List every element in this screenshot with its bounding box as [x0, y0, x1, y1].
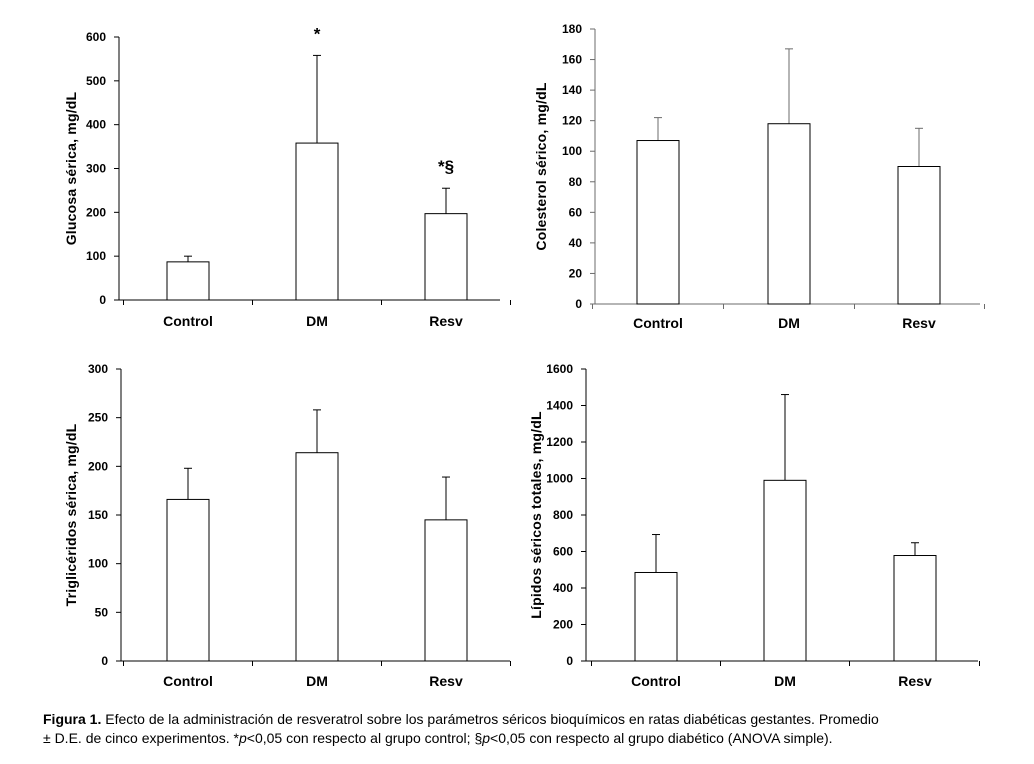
x-category-label: DM — [778, 315, 800, 331]
bar — [763, 479, 807, 662]
y-tick-label: 1400 — [546, 399, 573, 413]
y-axis-title: Lípidos séricos totales, mg/dL — [528, 411, 544, 619]
lipidos-plot-group: 0 200 400 600 800 1000 1200 1400 1600 Control DM Re… — [528, 362, 980, 689]
y-axis-title: Glucosa sérica, mg/dL — [63, 91, 79, 245]
y-tick-label: 0 — [101, 654, 108, 668]
trigliceridos-plot-group: 0 50 100 150 200 250 300 Control DM Resv Triglicér… — [63, 362, 511, 689]
significance-marker: *§ — [438, 157, 454, 176]
y-tick-label: 0 — [566, 654, 573, 668]
y-tick-label: 1000 — [546, 472, 573, 486]
y-tick-label: 250 — [88, 411, 108, 425]
y-tick-label: 100 — [88, 557, 108, 571]
y-tick-label: 300 — [86, 162, 106, 176]
x-category-label: DM — [306, 673, 328, 689]
caption-line2-c: <0,05 con respecto al grupo diabético (A… — [490, 730, 833, 746]
bar — [166, 498, 210, 662]
y-axis-title: Colesterol sérico, mg/dL — [533, 82, 549, 250]
y-tick-label: 180 — [562, 22, 582, 36]
y-tick-label: 40 — [569, 236, 583, 250]
y-tick-label: 100 — [86, 249, 106, 263]
bar — [893, 555, 937, 662]
y-tick-label: 50 — [95, 605, 109, 619]
bar — [424, 519, 468, 662]
caption-line2-b: <0,05 con respecto al grupo control; § — [246, 730, 483, 746]
y-tick-label: 600 — [86, 30, 106, 44]
x-category-label: Resv — [898, 673, 932, 689]
y-tick-label: 0 — [99, 293, 106, 307]
x-category-label: Control — [163, 313, 213, 329]
caption-p-symbol-1: p — [239, 730, 247, 746]
y-tick-label: 1600 — [546, 362, 573, 376]
bar — [634, 571, 678, 662]
y-tick-label: 80 — [569, 175, 583, 189]
y-tick-label: 160 — [562, 53, 582, 67]
glucosa-plot-group: 0 100 200 300 400 500 600 Control DM * Resv *§ Gluco… — [63, 24, 511, 329]
y-tick-label: 120 — [562, 114, 582, 128]
chart-colesterol: 0 20 40 60 80 100 120 140 160 180 Control DM Resv Col… — [517, 0, 1034, 345]
x-category-label: Resv — [902, 315, 936, 331]
colesterol-plot-group: 0 20 40 60 80 100 120 140 160 180 Control DM Resv Col… — [533, 22, 985, 331]
x-category-label: Resv — [429, 313, 463, 329]
caption-line2-a: ± D.E. de cinco experimentos. * — [43, 730, 239, 746]
chart-glucosa-svg: 0 100 200 300 400 500 600 Control DM * Resv *§ Gluco… — [63, 24, 511, 329]
chart-trigliceridos: 0 50 100 150 200 250 300 Control DM Resv Triglicér… — [0, 345, 517, 700]
bar — [295, 142, 339, 301]
y-tick-label: 300 — [88, 362, 108, 376]
y-tick-label: 500 — [86, 74, 106, 88]
bar — [636, 140, 680, 305]
figure-caption: Figura 1. Efecto de la administración de… — [43, 710, 1013, 748]
y-tick-label: 1200 — [546, 435, 573, 449]
y-tick-label: 200 — [553, 618, 573, 632]
chart-trigliceridos-svg: 0 50 100 150 200 250 300 Control DM Resv Triglicér… — [63, 362, 511, 689]
bar — [295, 452, 339, 662]
chart-lipidos-svg: 0 200 400 600 800 1000 1200 1400 1600 Control DM Re… — [528, 362, 980, 689]
x-category-label: Control — [163, 673, 213, 689]
figure-label: Figura 1. — [43, 711, 102, 727]
chart-colesterol-svg: 0 20 40 60 80 100 120 140 160 180 Control DM Resv Col… — [533, 22, 985, 331]
x-category-label: Resv — [429, 673, 463, 689]
y-tick-label: 400 — [86, 118, 106, 132]
x-category-label: Control — [633, 315, 683, 331]
y-tick-label: 800 — [553, 508, 573, 522]
y-tick-label: 140 — [562, 83, 582, 97]
chart-lipidos: 0 200 400 600 800 1000 1200 1400 1600 Control DM Re… — [517, 345, 1034, 700]
significance-marker: * — [314, 24, 321, 43]
y-tick-label: 20 — [569, 266, 583, 280]
y-tick-label: 200 — [88, 459, 108, 473]
bar — [897, 166, 941, 305]
y-tick-label: 200 — [86, 205, 106, 219]
y-tick-label: 0 — [575, 297, 582, 311]
y-tick-label: 400 — [553, 581, 573, 595]
x-category-label: Control — [631, 673, 681, 689]
y-tick-label: 100 — [562, 144, 582, 158]
y-tick-label: 150 — [88, 508, 108, 522]
caption-p-symbol-2: p — [482, 730, 491, 746]
bar — [767, 123, 811, 305]
y-tick-label: 600 — [553, 545, 573, 559]
caption-line1: Efecto de la administración de resveratr… — [101, 711, 879, 727]
y-tick-label: 60 — [569, 205, 583, 219]
x-category-label: DM — [306, 313, 328, 329]
chart-glucosa: 0 100 200 300 400 500 600 Control DM * Resv *§ Gluco… — [0, 0, 517, 345]
x-category-label: DM — [774, 673, 796, 689]
bar — [424, 213, 468, 301]
y-axis-title: Triglicéridos sérica, mg/dL — [63, 423, 79, 606]
bar — [166, 261, 210, 301]
